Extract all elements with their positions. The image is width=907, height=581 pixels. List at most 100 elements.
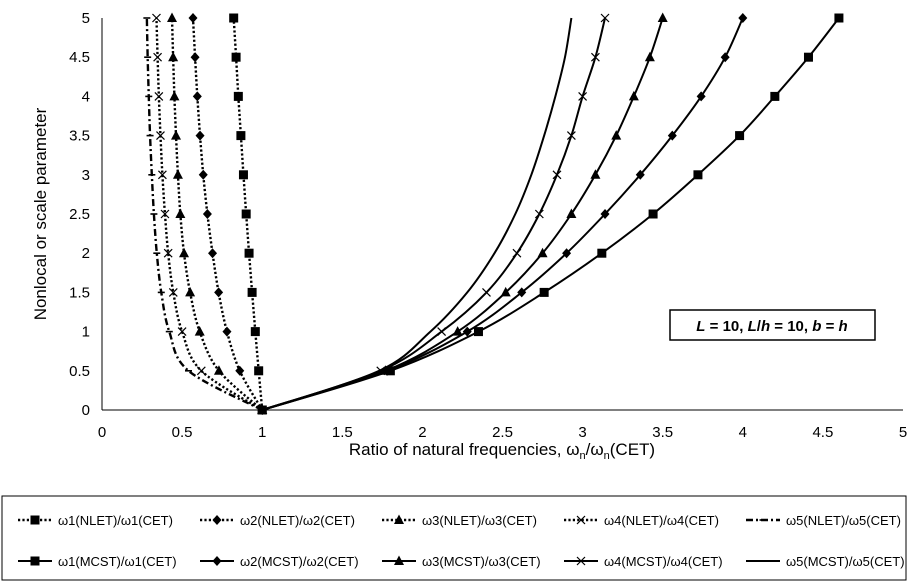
- x-tick-label: 4: [739, 424, 747, 441]
- series-line: [261, 17, 607, 411]
- legend-label: ω4(NLET)/ω4(CET): [604, 513, 719, 528]
- data-point: [590, 52, 600, 62]
- y-axis-title: Nonlocal or scale parameter: [31, 107, 50, 320]
- data-point: [198, 169, 208, 180]
- legend-item: ω1(MCST)/ω1(CET): [18, 554, 177, 569]
- data-point: [222, 326, 232, 337]
- series-line: [261, 17, 573, 411]
- series-7: [257, 13, 748, 415]
- data-point: [611, 130, 622, 140]
- legend-item: ω5(NLET)/ω5(CET): [746, 513, 901, 528]
- legend-box: [1, 495, 907, 581]
- series-6: [257, 13, 844, 415]
- series-8: [257, 12, 668, 414]
- data-point: [153, 52, 163, 62]
- data-point: [177, 327, 187, 337]
- legend-label: ω3(MCST)/ω3(CET): [422, 554, 541, 569]
- x-axis-title: Ratio of natural frequencies, ωn/ωn(CET): [349, 440, 655, 462]
- data-point: [648, 209, 658, 219]
- axes: [101, 18, 903, 411]
- data-point: [250, 327, 260, 337]
- data-point: [214, 287, 224, 298]
- data-point: [578, 91, 588, 101]
- x-tick-label: 1: [258, 424, 266, 441]
- y-tick-label: 1.5: [69, 284, 90, 301]
- tick-labels: 0 0.5 1 1.5 2 2.5 3 3.5 4 4.5 5 0 0.5 1 1.5 2 2.5 3 3.5 4 4.…: [69, 10, 907, 441]
- data-point: [213, 365, 224, 375]
- data-point: [238, 170, 248, 180]
- legend-item: ω1(NLET)/ω1(CET): [18, 513, 173, 528]
- data-point: [168, 287, 178, 297]
- data-point: [566, 131, 576, 141]
- data-point: [185, 286, 196, 297]
- legend-item: ω2(NLET)/ω2(CET): [200, 513, 355, 528]
- data-point: [157, 170, 167, 180]
- data-point: [770, 91, 780, 101]
- x-tick-label: 2: [418, 424, 426, 441]
- legend-item: ω4(MCST)/ω4(CET): [564, 554, 723, 569]
- data-point: [696, 91, 706, 102]
- y-tick-label: 1: [82, 324, 90, 341]
- series-line: [261, 17, 840, 411]
- legend-item: ω5(MCST)/ω5(CET): [746, 554, 905, 569]
- data-point: [644, 51, 655, 62]
- y-tick-label: 3: [82, 167, 90, 184]
- legend-item: ω3(MCST)/ω3(CET): [382, 554, 541, 569]
- data-point: [167, 12, 178, 22]
- series-layer: [143, 12, 844, 415]
- data-point: [152, 13, 161, 23]
- x-tick-label: 3: [578, 424, 586, 441]
- x-tick-label: 5: [899, 424, 907, 441]
- annotation-box: L = 10, L/h = 10, b = h: [669, 309, 876, 341]
- data-point: [188, 13, 198, 23]
- legend-item: ω3(NLET)/ω3(CET): [382, 513, 537, 528]
- data-point: [175, 208, 186, 218]
- y-tick-label: 3.5: [69, 128, 90, 145]
- data-point: [834, 13, 844, 23]
- data-point: [254, 366, 264, 376]
- data-point: [512, 248, 522, 258]
- data-point: [600, 209, 610, 219]
- legend-item: ω2(MCST)/ω2(CET): [200, 554, 359, 569]
- data-point: [160, 209, 170, 219]
- y-tick-label: 0.5: [69, 363, 90, 380]
- y-tick-label: 5: [82, 10, 90, 27]
- legend-marker: [30, 556, 40, 566]
- data-point: [562, 248, 572, 259]
- y-tick-label: 2.5: [69, 206, 90, 223]
- series-2: [188, 13, 267, 415]
- data-point: [803, 52, 813, 62]
- data-point: [517, 287, 527, 298]
- annotation-text: L = 10, L/h = 10, b = h: [696, 318, 847, 335]
- legend-marker: [212, 556, 222, 566]
- series-10: [261, 17, 573, 411]
- data-point: [194, 326, 205, 336]
- data-point: [235, 365, 245, 376]
- y-tick-label: 0: [82, 402, 90, 419]
- data-point: [208, 248, 218, 259]
- data-point: [500, 286, 511, 297]
- x-tick-label: 0: [98, 424, 106, 441]
- data-point: [196, 366, 206, 376]
- data-point: [539, 287, 549, 297]
- x-tick-label: 2.5: [492, 424, 513, 441]
- legend-marker: [576, 556, 586, 566]
- series-1: [229, 13, 267, 415]
- legend-marker: [394, 514, 404, 524]
- data-point: [693, 170, 703, 180]
- data-point: [179, 247, 190, 258]
- data-point: [657, 12, 668, 22]
- y-tick-label: 2: [82, 245, 90, 262]
- data-point: [247, 287, 257, 297]
- data-point: [244, 248, 254, 258]
- data-point: [735, 131, 745, 141]
- data-point: [462, 326, 472, 337]
- data-point: [552, 170, 562, 180]
- x-tick-label: 1.5: [332, 424, 353, 441]
- legend-label: ω2(NLET)/ω2(CET): [240, 513, 355, 528]
- data-point: [635, 169, 645, 180]
- legend-label: ω3(NLET)/ω3(CET): [422, 513, 537, 528]
- legend-label: ω1(MCST)/ω1(CET): [58, 554, 177, 569]
- y-tick-label: 4: [82, 88, 90, 105]
